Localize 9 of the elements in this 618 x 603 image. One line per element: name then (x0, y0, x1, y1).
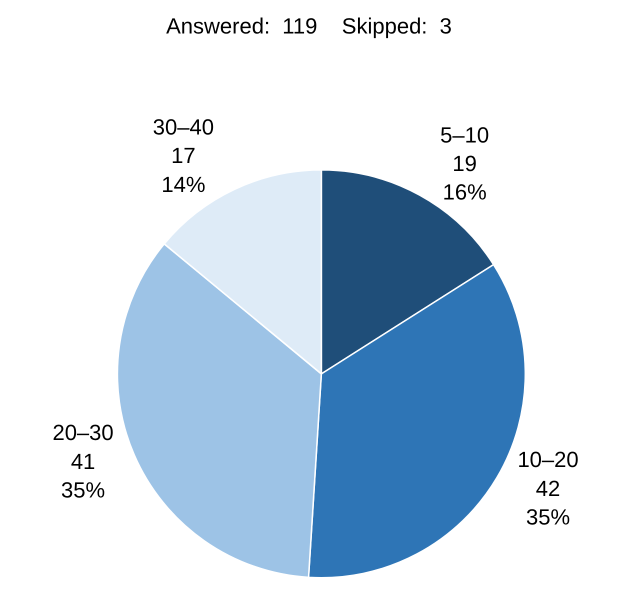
slice-label: 20–30 (52, 420, 114, 446)
chart-title: Answered: 119 Skipped: 3 (166, 13, 452, 38)
slice-label: 10–20 (517, 447, 579, 472)
slice-label: 5–10 (440, 122, 490, 148)
data-label: 19 16% (442, 151, 487, 205)
slice-label: 30–40 (152, 114, 214, 140)
data-label: 17 14% (161, 143, 206, 197)
data-label: 42 35% (526, 476, 570, 530)
data-label: 41 35% (61, 448, 106, 502)
